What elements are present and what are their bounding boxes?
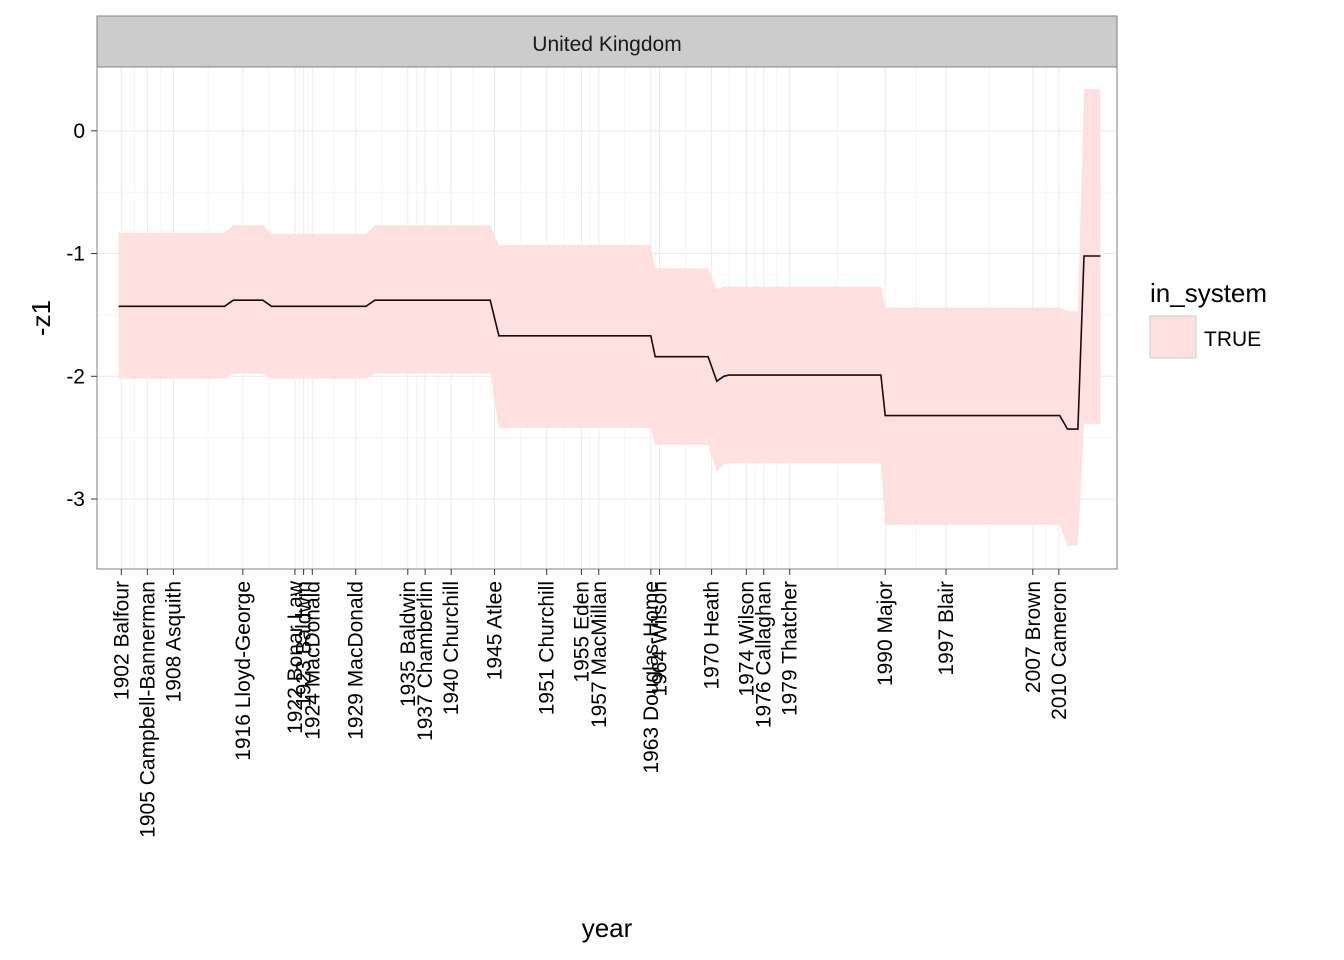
x-tick-label: 1922 Bonar Law: [284, 580, 307, 734]
legend-title: in_system: [1150, 278, 1267, 308]
y-tick-label: 0: [73, 120, 85, 143]
facet-strip: [96, 15, 1118, 68]
x-tick-label: 1916 Lloyd-George: [232, 581, 255, 761]
confidence-ribbon: [118, 89, 1101, 546]
y-axis-title: -z1: [26, 300, 56, 336]
y-tick-label: -2: [66, 365, 85, 388]
legend: in_system TRUE: [1149, 278, 1267, 359]
x-tick-label: 1923 Baldwin: [293, 581, 316, 707]
x-tick-label: 1951 Churchill: [536, 581, 559, 715]
panel-border: [96, 66, 1118, 570]
x-tick-label: 1957 MacMillan: [588, 581, 611, 728]
line-layer: [118, 255, 1101, 430]
x-tick-label: 1935 Baldwin: [397, 581, 420, 707]
x-tick-label: 1905 Campbell-Bannerman: [136, 581, 159, 838]
x-tick-label: 1979 Thatcher: [779, 581, 802, 716]
y-axis: -3 -2 -1 0: [66, 120, 97, 511]
x-axis: 1902 Balfour 1905 Campbell-Bannerman 1908 …: [110, 569, 1071, 838]
x-tick-label: 1937 Chamberlin: [414, 581, 437, 741]
legend-key-true: [1149, 315, 1197, 359]
series-line: [118, 255, 1101, 430]
x-tick-label: 1924 MacDonald: [301, 581, 324, 740]
x-tick-label: 1964 Wilson: [649, 581, 672, 697]
x-tick-label: 1974 Wilson: [735, 581, 758, 697]
confidence-ribbon-layer: [118, 89, 1101, 546]
x-tick-label: 1970 Heath: [701, 581, 724, 690]
y-tick-label: -3: [66, 488, 85, 511]
x-tick-label: 1908 Asquith: [162, 581, 185, 702]
x-axis-title: year: [582, 913, 633, 943]
x-tick-label: 1997 Blair: [935, 581, 958, 676]
x-tick-label: 1955 Eden: [570, 581, 593, 683]
x-tick-label: 1963 Douglas-Home: [640, 581, 663, 774]
x-tick-label: 1902 Balfour: [110, 581, 133, 700]
facet-title: United Kingdom: [532, 33, 681, 56]
x-tick-label: 1940 Churchill: [440, 581, 463, 715]
x-tick-label: 2010 Cameron: [1048, 581, 1071, 720]
x-tick-label: 1990 Major: [874, 581, 897, 686]
x-tick-label: 1929 MacDonald: [345, 581, 368, 740]
x-tick-label: 1976 Callaghan: [753, 581, 776, 728]
x-tick-label: 1945 Atlee: [484, 581, 507, 680]
y-tick-label: -1: [66, 243, 85, 266]
x-tick-label: 2007 Brown: [1022, 581, 1045, 693]
legend-label-true: TRUE: [1204, 328, 1261, 351]
